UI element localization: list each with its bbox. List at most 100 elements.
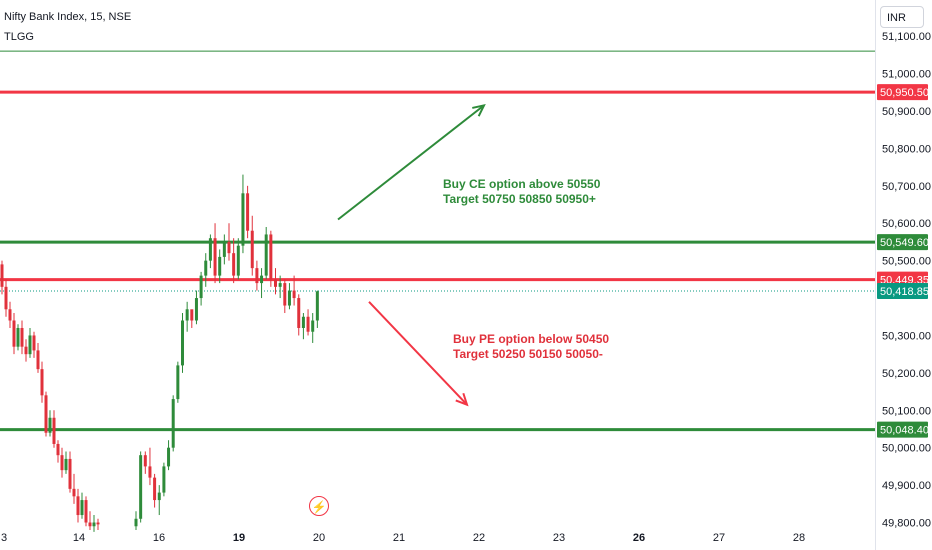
candle-body	[148, 466, 152, 478]
x-tick-label: 27	[713, 532, 725, 544]
y-tick-label: 51,100.00	[882, 31, 931, 43]
x-tick-label: 23	[553, 532, 565, 544]
candle-body	[311, 320, 315, 332]
indicator-label[interactable]: TLGG	[4, 31, 34, 43]
candle-body	[255, 268, 259, 284]
price-tag	[877, 283, 928, 300]
y-tick-label: 50,200.00	[882, 368, 931, 380]
currency-selector[interactable]: INR	[880, 6, 924, 28]
candle-body	[181, 320, 184, 366]
candle-body	[208, 238, 212, 261]
candle-body	[72, 488, 76, 497]
candle-body	[32, 335, 36, 351]
candle-body	[241, 193, 245, 246]
y-tick-label: 50,000.00	[882, 443, 931, 455]
y-tick-label: 50,300.00	[882, 330, 931, 342]
candle-body	[64, 458, 68, 471]
price-tag-label: 50,048.40	[880, 425, 929, 437]
price-axis-divider	[875, 0, 876, 550]
candle-body	[176, 365, 180, 400]
candle-body	[44, 395, 48, 433]
buy-pe-line-1: Buy PE option below 50450	[453, 332, 610, 346]
candle-body	[227, 241, 231, 254]
buy-ce-arrow-head	[472, 103, 486, 117]
candle-body	[287, 290, 291, 306]
candle-body	[190, 309, 194, 321]
buy-pe-arrow-head	[455, 392, 469, 407]
candle-body	[134, 518, 138, 527]
candle-body	[260, 275, 264, 284]
candle-body	[194, 298, 198, 321]
flash-icon[interactable]: ⚡	[309, 496, 329, 516]
candle-body	[250, 230, 254, 269]
buy-ce-note: Buy CE option above 50550 Target 50750 5…	[443, 177, 600, 207]
candle-body	[246, 193, 250, 231]
candle-body	[297, 298, 301, 328]
buy-pe-line-2: Target 50250 50150 50050-	[453, 347, 603, 361]
candle-body	[24, 346, 28, 355]
candle-body	[167, 447, 171, 467]
candle-body	[232, 253, 236, 276]
candle-body	[68, 458, 72, 489]
candle-body	[92, 522, 96, 527]
candle-body	[213, 238, 217, 276]
candle-body	[80, 500, 84, 516]
candle-body	[222, 241, 226, 257]
y-tick-label: 50,700.00	[882, 181, 931, 193]
candle-body	[283, 283, 287, 306]
candle-body	[52, 417, 56, 444]
y-tick-label: 50,500.00	[882, 256, 931, 268]
candle-body	[157, 492, 161, 501]
price-tag-label: 50,950.50	[880, 87, 929, 99]
x-tick-label: 21	[393, 532, 405, 544]
candle-body	[171, 399, 175, 448]
candle-body	[88, 522, 92, 527]
candle-body	[278, 283, 282, 287]
candle-body	[292, 290, 296, 299]
candle-body	[84, 500, 88, 523]
candle-body	[274, 279, 277, 287]
y-tick-label: 49,800.00	[882, 518, 931, 530]
candle-body	[40, 369, 44, 396]
candle-body	[143, 455, 147, 467]
candle-body	[12, 320, 16, 347]
candle-body	[48, 417, 52, 433]
candle-body	[185, 309, 189, 321]
price-tag	[877, 421, 928, 438]
x-tick-label: 16	[153, 532, 165, 544]
candle-body	[218, 256, 222, 276]
price-tag	[877, 84, 928, 101]
buy-ce-arrow	[337, 104, 485, 221]
y-tick-label: 50,800.00	[882, 143, 931, 155]
price-tag-label: 50,549.60	[880, 237, 929, 249]
candle-body	[204, 260, 208, 276]
candle-body	[4, 286, 8, 310]
x-tick-label: 22	[473, 532, 485, 544]
y-tick-label: 51,000.00	[882, 69, 931, 81]
y-tick-label: 50,100.00	[882, 405, 931, 417]
candle-body	[162, 466, 166, 493]
candle-body	[96, 522, 100, 525]
candle-body	[36, 350, 40, 370]
candle-body	[16, 327, 20, 347]
symbol-title[interactable]: Nifty Bank Index, 15, NSE	[4, 11, 132, 23]
buy-ce-line-2: Target 50750 50850 50950+	[443, 192, 596, 206]
price-tag-label: 50,418.85	[880, 286, 929, 298]
price-tag	[877, 234, 928, 251]
x-tick-label: 3	[1, 532, 7, 544]
x-tick-label: 28	[793, 532, 805, 544]
x-tick-label: 20	[313, 532, 325, 544]
buy-pe-arrow	[368, 301, 468, 406]
candle-body	[28, 335, 32, 355]
candle-body	[199, 275, 203, 299]
candle-body	[236, 245, 240, 276]
candle-body	[60, 455, 64, 471]
y-tick-label: 50,900.00	[882, 106, 931, 118]
buy-ce-line-1: Buy CE option above 50550	[443, 177, 601, 191]
x-tick-label: 19	[233, 532, 245, 544]
candle-body	[0, 264, 4, 287]
x-tick-label: 26	[633, 532, 645, 544]
candle-body	[264, 234, 268, 276]
chart-header: Nifty Bank Index, 15, NSE TLGG	[4, 7, 131, 47]
